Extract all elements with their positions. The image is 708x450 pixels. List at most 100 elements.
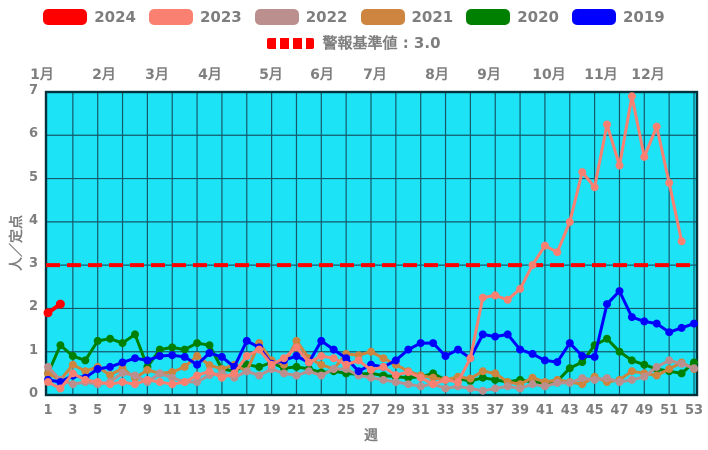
data-point-2019 <box>292 352 301 360</box>
x-tick-label: 43 <box>560 403 579 418</box>
data-point-2020 <box>180 345 189 354</box>
x-tick-label: 33 <box>436 403 455 418</box>
data-point-2024 <box>55 299 65 309</box>
month-label: 12月 <box>631 67 665 83</box>
data-point-2019 <box>93 365 102 373</box>
data-point-2023 <box>68 369 77 378</box>
x-tick-label: 5 <box>93 403 103 418</box>
data-point-2022 <box>280 369 288 378</box>
x-axis-title: 週 <box>364 428 378 444</box>
data-point-2023 <box>155 378 164 386</box>
data-point-2023 <box>106 380 115 389</box>
data-point-2024 <box>43 308 53 318</box>
data-point-2023 <box>255 345 264 354</box>
data-point-2023 <box>603 120 611 129</box>
x-tick-label: 25 <box>337 403 356 418</box>
data-point-2023 <box>553 248 562 257</box>
data-point-2022 <box>391 378 400 386</box>
x-tick-label: 49 <box>635 403 654 418</box>
data-point-2019 <box>317 336 326 345</box>
data-point-2019 <box>193 360 202 369</box>
data-point-2020 <box>205 341 214 350</box>
data-point-2019 <box>652 319 661 328</box>
data-point-2021 <box>665 365 674 373</box>
data-point-2023 <box>56 384 65 393</box>
legend-label-2022: 2022 <box>305 8 348 26</box>
data-point-2022 <box>677 359 686 368</box>
x-tick-label: 53 <box>684 403 704 418</box>
data-point-2020 <box>615 347 624 356</box>
data-point-2022 <box>503 382 512 391</box>
legend-item-2021: 2021 <box>360 8 454 26</box>
data-point-2022 <box>615 378 624 386</box>
data-point-2023 <box>193 371 202 380</box>
legend-swatch-2021 <box>360 9 405 25</box>
series-2019 <box>44 287 698 386</box>
data-point-2020 <box>478 373 487 382</box>
data-point-2019 <box>478 330 487 339</box>
threshold-legend: 警報基準値 : 3.0 <box>0 34 708 52</box>
legend-item-2022: 2022 <box>254 8 348 26</box>
data-point-2022 <box>193 378 202 386</box>
data-point-2020 <box>106 334 115 343</box>
data-point-2023 <box>615 161 624 170</box>
data-point-2021 <box>367 347 375 356</box>
data-point-2022 <box>155 369 164 378</box>
data-point-2023 <box>118 378 127 386</box>
data-point-2020 <box>404 373 413 382</box>
month-label: 6月 <box>310 67 334 83</box>
x-tick-label: 47 <box>610 403 629 418</box>
month-label: 8月 <box>425 67 449 83</box>
x-tick-label: 35 <box>461 403 480 418</box>
data-point-2019 <box>454 345 462 354</box>
data-point-2021 <box>652 371 661 380</box>
legend-item-2024: 2024 <box>43 8 136 26</box>
y-axis-title: 人／定点 <box>9 215 25 271</box>
data-point-2023 <box>131 380 139 389</box>
data-point-2020 <box>68 352 77 360</box>
data-point-2021 <box>429 373 438 382</box>
legend-item-2020: 2020 <box>466 8 559 26</box>
data-point-2022 <box>491 384 500 393</box>
data-point-2020 <box>491 375 500 384</box>
data-point-2021 <box>379 354 388 363</box>
data-point-2021 <box>627 367 636 376</box>
data-point-2023 <box>81 375 90 384</box>
data-point-2023 <box>292 343 301 352</box>
data-point-2022 <box>242 367 251 376</box>
data-point-2023 <box>429 380 438 389</box>
legend: 2024 2023 2022 2021 2020 2019 <box>0 8 708 26</box>
data-point-2022 <box>528 380 537 389</box>
data-point-2022 <box>553 378 562 387</box>
month-label: 5月 <box>259 67 283 83</box>
data-point-2019 <box>106 362 115 371</box>
data-point-2022 <box>603 374 611 383</box>
data-point-2019 <box>180 352 189 361</box>
data-point-2021 <box>478 367 487 376</box>
data-point-2023 <box>640 152 649 161</box>
data-point-2021 <box>81 367 90 376</box>
data-point-2019 <box>690 319 698 328</box>
data-point-2022 <box>118 368 127 377</box>
data-point-2020 <box>690 358 698 367</box>
x-tick-label: 19 <box>262 403 281 418</box>
data-point-2019 <box>391 356 400 365</box>
data-point-2022 <box>44 362 52 371</box>
data-point-2023 <box>367 365 375 374</box>
legend-label-2021: 2021 <box>411 8 454 26</box>
x-tick-label: 1 <box>43 403 53 418</box>
data-point-2021 <box>578 380 587 389</box>
series-2023 <box>44 92 686 393</box>
data-point-2022 <box>590 375 599 384</box>
data-point-2019 <box>627 313 636 322</box>
month-label: 2月 <box>92 67 116 83</box>
data-point-2019 <box>565 339 574 348</box>
month-label: 9月 <box>477 67 501 83</box>
data-point-2020 <box>640 360 649 369</box>
data-point-2022 <box>292 371 301 380</box>
data-point-2023 <box>503 295 512 304</box>
data-point-2022 <box>640 372 649 381</box>
data-point-2023 <box>565 217 574 226</box>
data-point-2022 <box>578 374 587 383</box>
legend-swatch-2020 <box>466 9 511 25</box>
